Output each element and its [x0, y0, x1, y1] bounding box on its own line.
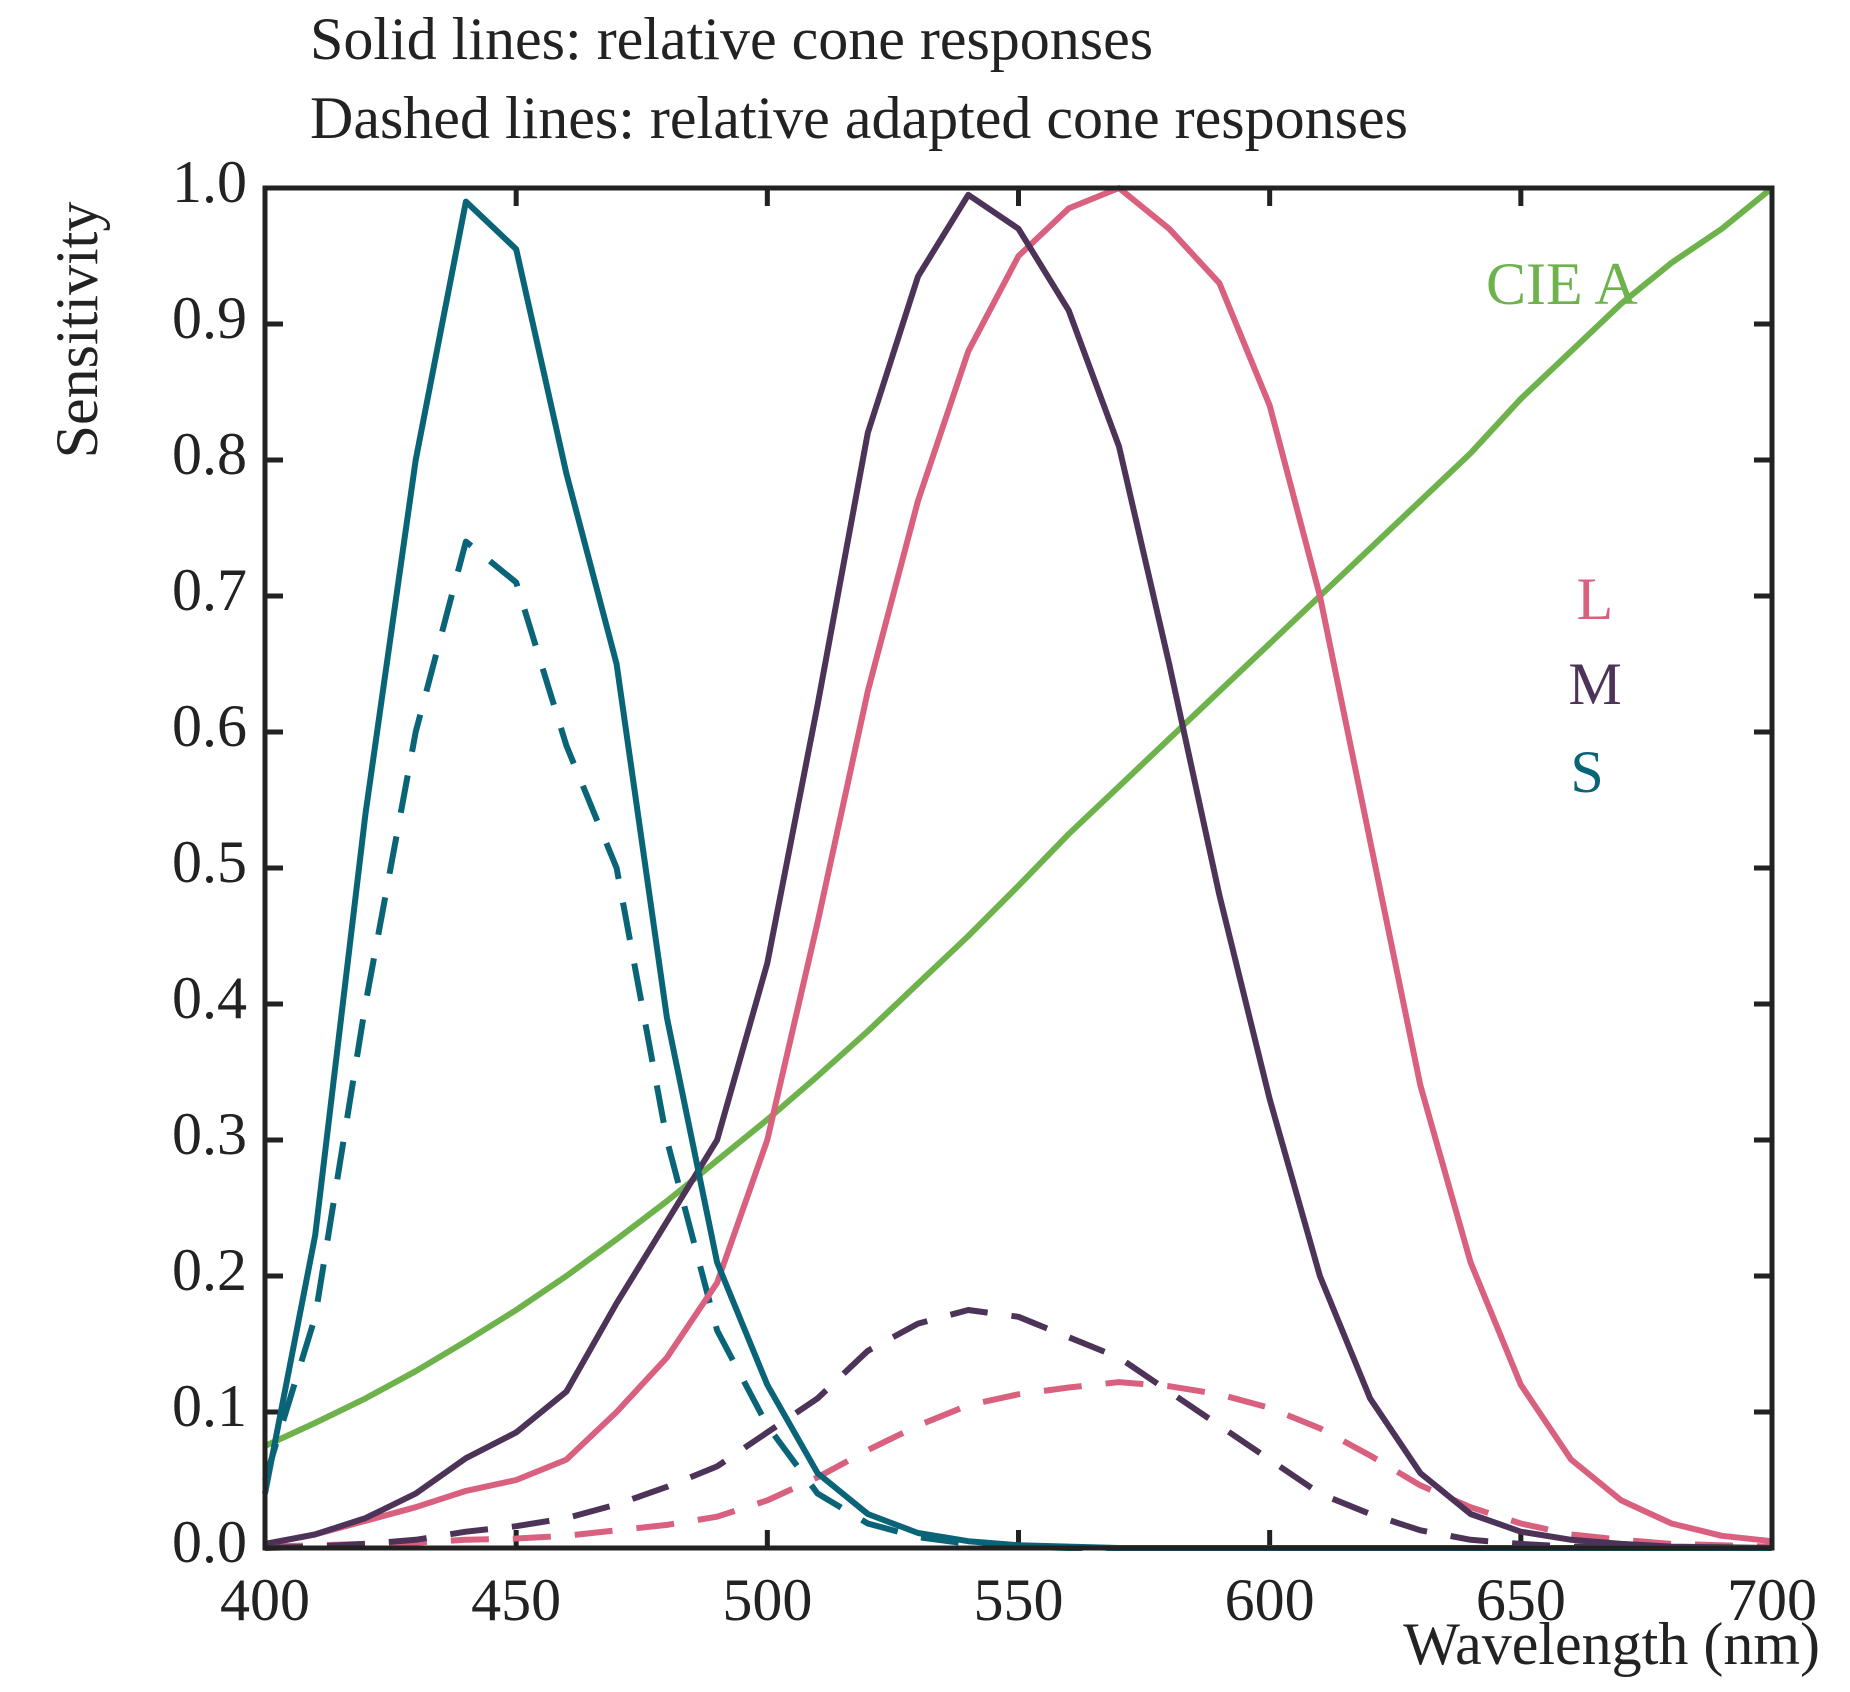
line	[263, 185, 1774, 1449]
y-tick-label: 0.2	[172, 1237, 247, 1303]
series-label: S	[1570, 739, 1603, 805]
y-tick-label: 0.1	[172, 1373, 247, 1439]
title-line: Solid lines: relative cone responses	[310, 6, 1153, 72]
x-tick-label: 700	[1727, 1567, 1817, 1633]
y-tick-label: 0.7	[172, 557, 247, 623]
dashed-line	[264, 1379, 1773, 1550]
y-tick-label: 0.9	[172, 285, 247, 351]
y-tick-label: 0.8	[172, 421, 247, 487]
y-tick-label: 0.3	[172, 1101, 247, 1167]
x-tick-label: 550	[974, 1567, 1064, 1633]
series-label: M	[1568, 651, 1621, 717]
y-tick-label: 0.6	[172, 693, 247, 759]
title-line: Dashed lines: relative adapted cone resp…	[310, 85, 1408, 151]
y-tick-label: 1.0	[172, 149, 247, 215]
plot-frame	[262, 185, 1775, 1551]
x-tick-label: 650	[1476, 1567, 1566, 1633]
series-label: CIE A	[1486, 251, 1638, 317]
x-axis-label: Wavelength (nm)	[1403, 1611, 1820, 1677]
line	[264, 185, 1773, 1547]
x-tick-label: 600	[1225, 1567, 1315, 1633]
y-tick-label: 0.0	[172, 1509, 247, 1575]
line	[264, 191, 1773, 1551]
x-tick-label: 500	[722, 1567, 812, 1633]
y-tick-label: 0.5	[172, 829, 247, 895]
dashed-line	[264, 1307, 1772, 1551]
y-tick-label: 0.4	[172, 965, 247, 1031]
x-tick-label: 400	[220, 1567, 310, 1633]
y-axis-label: Sensitivity	[44, 202, 110, 459]
x-tick-label: 450	[471, 1567, 561, 1633]
series-label: L	[1577, 566, 1614, 632]
line	[262, 198, 1772, 1551]
